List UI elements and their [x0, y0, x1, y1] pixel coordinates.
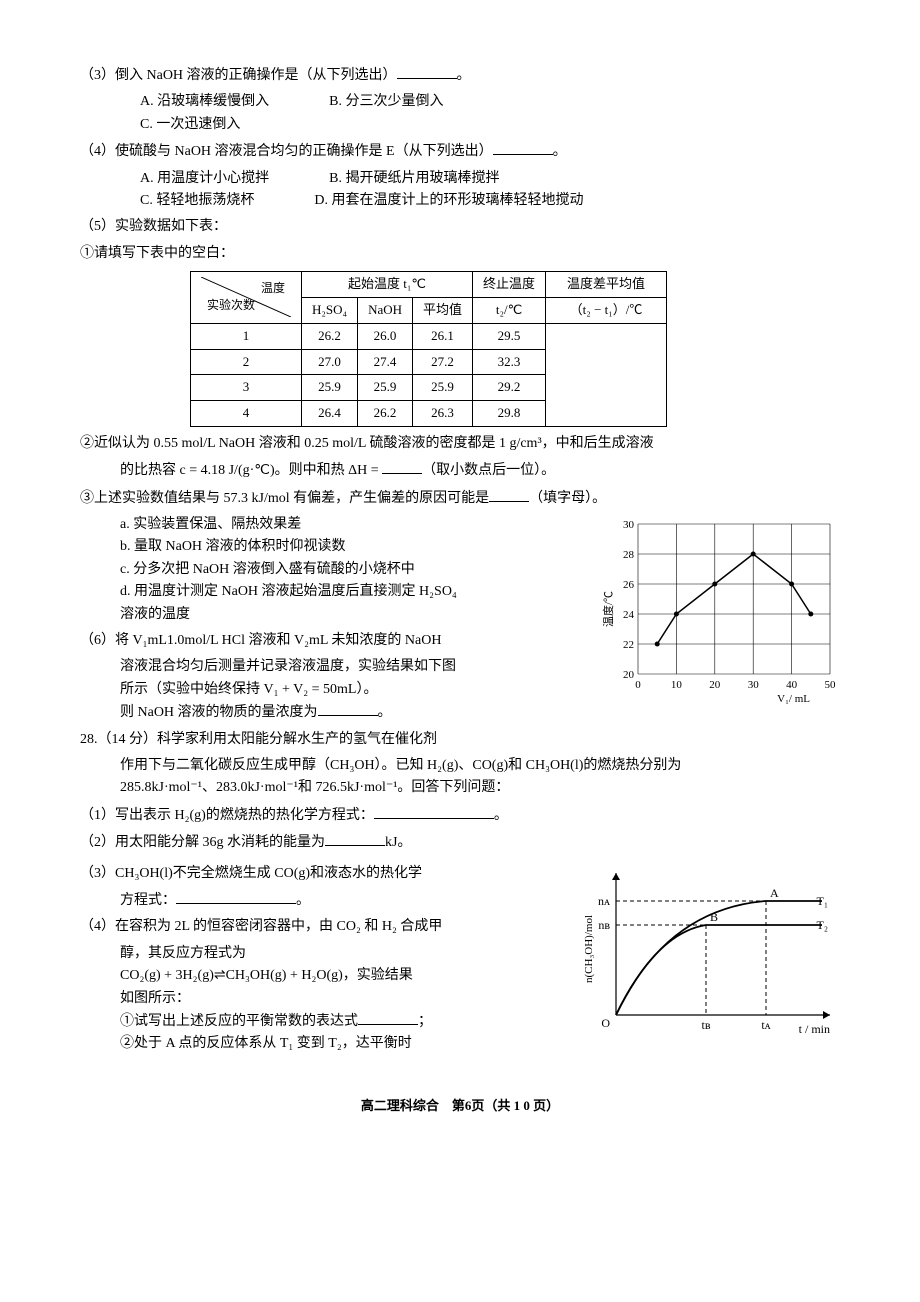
q5-sub2b: 的比热容 c = 4.18 J/(g·℃)。则中和热 ΔH = （取小数点后一位… — [80, 459, 840, 482]
svg-text:V₁/ mL: V₁/ mL — [777, 693, 810, 704]
q3-optB: B. 分三次少量倒入 — [329, 91, 443, 113]
svg-text:nʙ: nʙ — [598, 918, 610, 932]
q4-options-row1: A. 用温度计小心搅拌 B. 揭开硬纸片用玻璃棒搅拌 — [80, 168, 840, 190]
col-h2so4: H₂SO₄ — [302, 297, 358, 323]
q3-optA: A. 沿玻璃棒缓慢倒入 — [140, 91, 269, 113]
col-t2: 终止温度 — [473, 272, 546, 298]
svg-text:30: 30 — [623, 519, 635, 531]
experiment-table: 温度 实验次数 起始温度 t₁℃ 终止温度 温度差平均值 H₂SO₄ NaOH … — [190, 271, 667, 427]
svg-text:30: 30 — [748, 679, 760, 691]
q5-sub3b: b. 量取 NaOH 溶液的体积时仰视读数 — [80, 536, 590, 558]
page-footer: 高二理科综合 第6页（共 1 0 页） — [80, 1096, 840, 1117]
svg-text:28: 28 — [623, 549, 635, 561]
q3-options-row1: A. 沿玻璃棒缓慢倒入 B. 分三次少量倒入 — [80, 91, 840, 113]
col-diff: 温度差平均值 — [546, 272, 667, 298]
table-row: 126.226.026.129.5 — [191, 323, 667, 349]
q4-optB: B. 揭开硬纸片用玻璃棒搅拌 — [329, 168, 499, 190]
col-avg: 平均值 — [413, 297, 473, 323]
q3-stem: （3）倒入 NaOH 溶液的正确操作是（从下列选出）。 — [80, 64, 840, 87]
q28-p4a: （4）在容积为 2L 的恒容密闭容器中，由 CO₂ 和 H₂ 合成甲 — [80, 916, 570, 938]
q28-stem: 28.（14 分）科学家利用太阳能分解水生产的氢气在催化剂 — [80, 729, 840, 751]
q28-p4e: ①试写出上述反应的平衡常数的表达式； — [80, 1010, 570, 1033]
svg-text:B: B — [710, 910, 718, 924]
q5-stem: （5）实验数据如下表： — [80, 216, 840, 238]
svg-text:24: 24 — [623, 609, 635, 621]
q3-optC: C. 一次迅速倒入 — [80, 114, 840, 136]
q5-sub2a: ②近似认为 0.55 mol/L NaOH 溶液和 0.25 mol/L 硫酸溶… — [80, 433, 840, 455]
svg-text:20: 20 — [709, 679, 721, 691]
svg-text:0: 0 — [635, 679, 641, 691]
q28-p4b: 醇，其反应方程式为 — [80, 943, 570, 965]
svg-text:T₂: T₂ — [816, 918, 828, 932]
svg-text:10: 10 — [671, 679, 683, 691]
q28-p4d: 如图所示： — [80, 988, 570, 1010]
q6a: （6）将 V₁mL1.0mol/L HCl 溶液和 V₂mL 未知浓度的 NaO… — [80, 630, 590, 652]
q28-p3b: 方程式：。 — [80, 889, 570, 912]
col-naoh: NaOH — [358, 297, 413, 323]
svg-text:A: A — [770, 886, 779, 900]
svg-text:nᴀ: nᴀ — [598, 894, 611, 908]
q4-options-row2: C. 轻轻地振荡烧杯 D. 用套在温度计上的环形玻璃棒轻轻地搅动 — [80, 190, 840, 212]
svg-text:T₁: T₁ — [816, 894, 828, 908]
svg-text:22: 22 — [623, 639, 634, 651]
col-diff-sub: （t₂ − t₁）/℃ — [546, 297, 667, 323]
svg-text:50: 50 — [825, 679, 837, 691]
temperature-chart: 20 22 24 26 28 30 0 10 20 30 40 50 温度/℃ V₁/ mL — [600, 514, 840, 704]
svg-text:n(CH₃OH)/mol: n(CH₃OH)/mol — [583, 915, 595, 983]
q28-p4c: CO₂(g) + 3H₂(g)⇌CH₃OH(g) + H₂O(g)，实验结果 — [80, 965, 570, 987]
q5-sub3: ③上述实验数值结果与 57.3 kJ/mol 有偏差，产生偏差的原因可能是（填字… — [80, 487, 840, 510]
q5-sub3d: d. 用温度计测定 NaOH 溶液起始温度后直接测定 H₂SO₄ — [80, 581, 590, 603]
svg-text:26: 26 — [623, 579, 635, 591]
q6b: 溶液混合均匀后测量并记录溶液温度，实验结果如下图 — [80, 656, 590, 678]
q5-sub3c: c. 分多次把 NaOH 溶液倒入盛有硫酸的小烧杯中 — [80, 559, 590, 581]
q6c: 所示（实验中始终保持 V₁ + V₂ = 50mL）。 — [80, 679, 590, 701]
svg-text:40: 40 — [786, 679, 798, 691]
svg-text:O: O — [601, 1016, 610, 1030]
equilibrium-chart: A B T₁ T₂ nᴀ nʙ tʙ tᴀ Ot / min n(CH₃OH)/mol — [580, 859, 840, 1039]
svg-text:tᴀ: tᴀ — [761, 1018, 771, 1032]
q5-sub3a: a. 实验装置保温、隔热效果差 — [80, 514, 590, 536]
q28-line2: 作用下与二氧化碳反应生成甲醇（CH₃OH）。已知 H₂(g)、CO(g)和 CH… — [80, 755, 840, 777]
col-t2-sub: t₂/℃ — [473, 297, 546, 323]
svg-text:tʙ: tʙ — [702, 1018, 711, 1032]
q5-sub1: ①请填写下表中的空白： — [80, 243, 840, 265]
svg-text:温度/℃: 温度/℃ — [601, 591, 615, 627]
q6d: 则 NaOH 溶液的物质的量浓度为。 — [80, 701, 590, 724]
q4-optD: D. 用套在温度计上的环形玻璃棒轻轻地搅动 — [314, 190, 583, 212]
q28-p2: （2）用太阳能分解 36g 水消耗的能量为kJ。 — [80, 831, 840, 854]
q28-line3: 285.8kJ·mol⁻¹、283.0kJ·mol⁻¹和 726.5kJ·mol… — [80, 777, 840, 799]
q5-sub3d2: 溶液的温度 — [80, 604, 590, 626]
svg-text:20: 20 — [623, 669, 635, 681]
svg-text:t / min: t / min — [799, 1022, 830, 1036]
diag-header: 温度 实验次数 — [201, 277, 291, 317]
q4-optC: C. 轻轻地振荡烧杯 — [140, 190, 254, 212]
q28-p3a: （3）CH₃OH(l)不完全燃烧生成 CO(g)和液态水的热化学 — [80, 863, 570, 885]
q28-p4f: ②处于 A 点的反应体系从 T₁ 变到 T₂，达平衡时 — [80, 1033, 570, 1055]
q4-optA: A. 用温度计小心搅拌 — [140, 168, 269, 190]
col-t1: 起始温度 t₁℃ — [302, 272, 473, 298]
q4-stem: （4）使硫酸与 NaOH 溶液混合均匀的正确操作是 E（从下列选出）。 — [80, 140, 840, 163]
q28-p1: （1）写出表示 H₂(g)的燃烧热的热化学方程式：。 — [80, 804, 840, 827]
